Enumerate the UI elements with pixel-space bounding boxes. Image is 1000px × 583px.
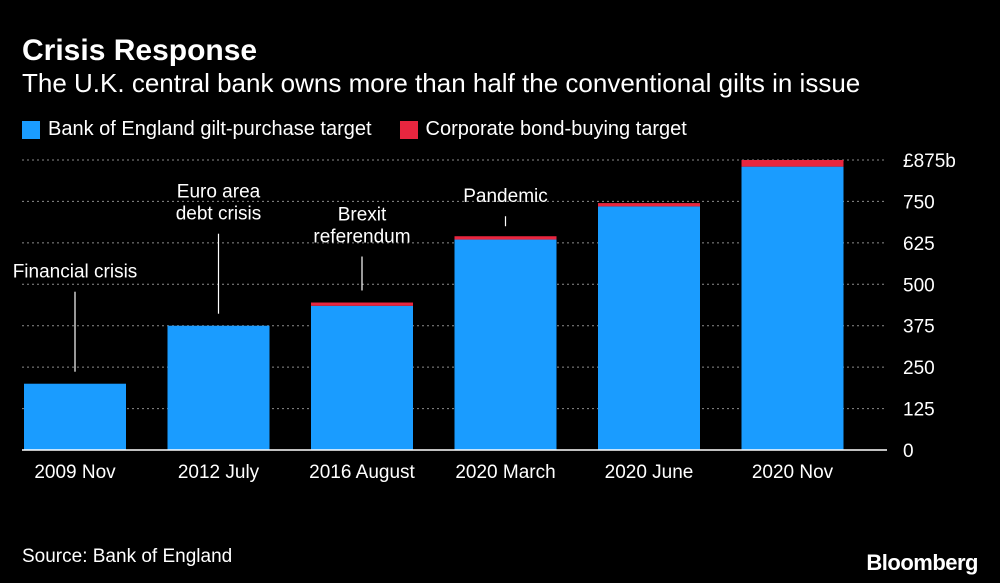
bar-boe — [454, 239, 557, 450]
y-tick-label: 500 — [903, 275, 935, 296]
y-tick-label: 750 — [903, 192, 935, 213]
annotation-label: Brexit — [338, 205, 387, 226]
bar-corporate — [598, 203, 700, 207]
x-tick-label: 2012 July — [178, 462, 260, 483]
bar-boe — [741, 166, 844, 450]
x-tick-label: 2020 Nov — [752, 462, 834, 483]
y-tick-label: 375 — [903, 317, 935, 338]
bar-corporate — [741, 160, 844, 167]
bloomberg-logo: Bloomberg — [866, 550, 978, 575]
bar-boe — [167, 325, 270, 450]
annotation-label: debt crisis — [176, 204, 262, 225]
x-tick-label: 2020 June — [605, 462, 694, 483]
chart-title: Crisis Response — [22, 34, 258, 67]
source-note: Source: Bank of England — [22, 546, 233, 567]
y-tick-label: £875b — [903, 151, 956, 172]
y-tick-label: 125 — [903, 400, 935, 421]
x-tick-label: 2009 Nov — [34, 462, 116, 483]
bar-corporate — [454, 236, 557, 240]
x-tick-label: 2020 March — [455, 462, 555, 483]
bar-boe — [598, 206, 700, 450]
y-tick-label: 625 — [903, 234, 935, 255]
chart-subtitle: The U.K. central bank owns more than hal… — [22, 68, 861, 98]
legend-item-corporate: Corporate bond-buying target — [399, 118, 687, 141]
bar-boe — [24, 383, 126, 450]
x-tick-label: 2016 August — [309, 462, 415, 483]
bar-boe — [311, 305, 413, 450]
annotation-label: referendum — [313, 227, 410, 248]
legend-label-corporate: Corporate bond-buying target — [425, 118, 687, 140]
annotation-label: Pandemic — [463, 186, 548, 207]
legend: Bank of England gilt-purchase target Cor… — [22, 118, 687, 141]
y-tick-label: 0 — [903, 441, 914, 462]
legend-swatch-boe — [22, 120, 40, 139]
annotation-label: Financial crisis — [13, 262, 138, 283]
y-tick-label: 250 — [903, 358, 935, 379]
legend-item-boe: Bank of England gilt-purchase target — [22, 118, 372, 141]
bar-corporate — [311, 302, 413, 306]
legend-label-boe: Bank of England gilt-purchase target — [48, 118, 372, 140]
legend-swatch-corporate — [399, 120, 418, 139]
annotation-label: Euro area — [177, 182, 261, 203]
